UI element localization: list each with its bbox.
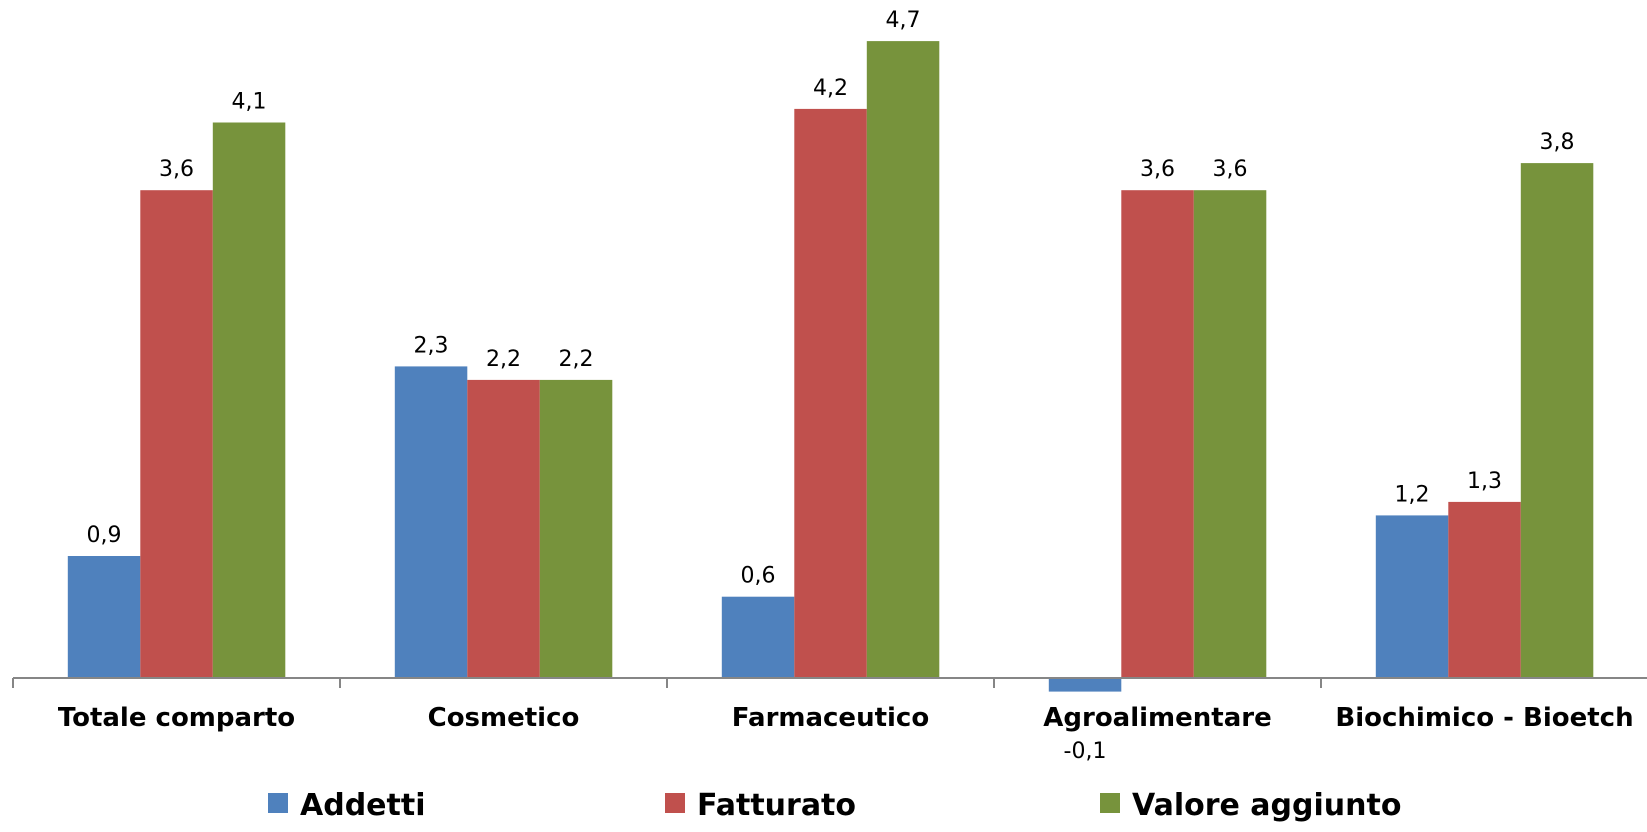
data-label-addetti-biochimico-bioetch: 1,2 xyxy=(1395,482,1430,507)
data-label-fatturato-totale-comparto: 3,6 xyxy=(159,157,194,182)
data-label-valore-aggiunto-agroalimentare: 3,6 xyxy=(1213,157,1248,182)
legend-label-addetti: Addetti xyxy=(300,788,425,823)
category-label-agroalimentare: Agroalimentare xyxy=(1043,703,1271,733)
data-label-fatturato-biochimico-bioetch: 1,3 xyxy=(1467,469,1502,494)
legend: Addetti Fatturato Valore aggiunto xyxy=(268,788,1401,823)
plot-area: 0,9 3,6 4,1 2,3 2,2 2,2 0,6 4,2 4,7 -0,1 3,6 3,6 1,2… xyxy=(12,8,1647,764)
bar-addetti-biochimico-bioetch xyxy=(1375,515,1449,678)
category-label-farmaceutico: Farmaceutico xyxy=(732,703,929,733)
legend-label-fatturato: Fatturato xyxy=(697,788,856,823)
bar-fatturato-cosmetico xyxy=(467,379,540,678)
bar-fatturato-biochimico-bioetch xyxy=(1448,501,1521,679)
data-label-valore-aggiunto-biochimico-bioetch: 3,8 xyxy=(1540,130,1575,155)
bar-valore-aggiunto-totale-comparto xyxy=(212,122,286,678)
legend-swatch-valore-aggiunto xyxy=(1100,793,1120,813)
bar-addetti-agroalimentare xyxy=(1048,678,1122,692)
data-label-fatturato-agroalimentare: 3,6 xyxy=(1140,157,1175,182)
data-label-valore-aggiunto-totale-comparto: 4,1 xyxy=(232,90,267,115)
legend-swatch-fatturato xyxy=(665,793,685,813)
legend-swatch-addetti xyxy=(268,793,288,813)
data-label-fatturato-cosmetico: 2,2 xyxy=(486,347,521,372)
bar-addetti-farmaceutico xyxy=(721,596,795,678)
bar-valore-aggiunto-biochimico-bioetch xyxy=(1520,163,1594,679)
data-label-addetti-cosmetico: 2,3 xyxy=(414,333,449,358)
category-label-totale-comparto: Totale comparto xyxy=(58,703,295,733)
bar-fatturato-agroalimentare xyxy=(1121,190,1194,678)
bar-addetti-totale-comparto xyxy=(67,556,141,678)
data-label-addetti-farmaceutico: 0,6 xyxy=(741,564,776,589)
bar-addetti-cosmetico xyxy=(394,366,468,678)
bar-fatturato-totale-comparto xyxy=(140,190,213,678)
bar-fatturato-farmaceutico xyxy=(794,108,867,678)
data-label-valore-aggiunto-cosmetico: 2,2 xyxy=(559,347,594,372)
bar-valore-aggiunto-cosmetico xyxy=(539,379,613,678)
data-label-fatturato-farmaceutico: 4,2 xyxy=(813,76,848,101)
category-label-biochimico-bioetch: Biochimico - Bioetch xyxy=(1335,703,1633,733)
bar-valore-aggiunto-farmaceutico xyxy=(866,41,940,679)
category-label-cosmetico: Cosmetico xyxy=(428,703,580,733)
data-label-addetti-totale-comparto: 0,9 xyxy=(87,523,122,548)
data-label-addetti-agroalimentare: -0,1 xyxy=(1064,739,1107,764)
bar-valore-aggiunto-agroalimentare xyxy=(1193,190,1267,678)
legend-label-valore-aggiunto: Valore aggiunto xyxy=(1132,788,1401,823)
data-label-valore-aggiunto-farmaceutico: 4,7 xyxy=(886,8,921,33)
